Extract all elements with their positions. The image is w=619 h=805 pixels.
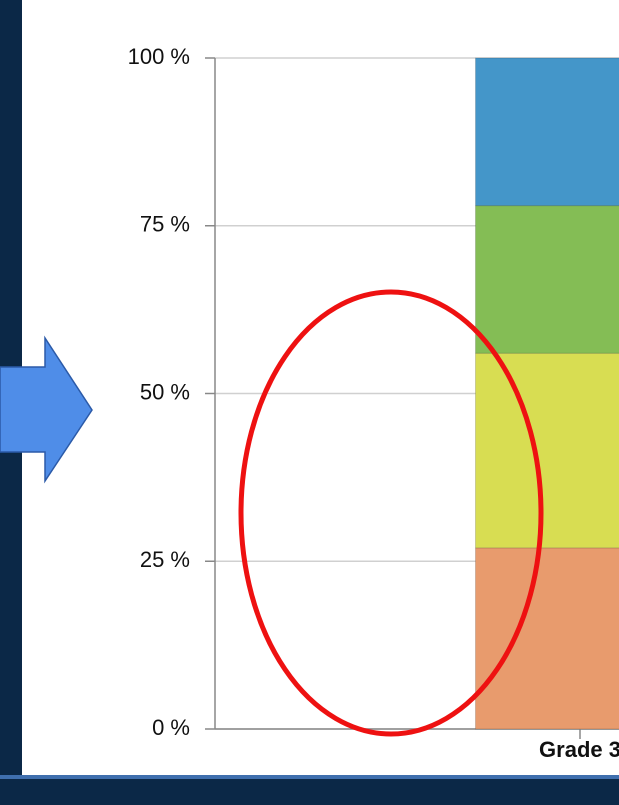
y-tick-label: 50 % <box>140 379 190 404</box>
y-tick-label: 75 % <box>140 212 190 237</box>
chart: 0 % 25 % 50 % 75 % 100 % Grade 3 <box>128 44 619 762</box>
y-tick-label: 0 % <box>152 715 190 740</box>
x-tick-label: Grade 3 <box>539 737 619 762</box>
highlight-ellipse <box>238 289 544 737</box>
y-tick-label: 100 % <box>128 44 190 69</box>
bar-segment <box>475 547 619 730</box>
y-tick-label: 25 % <box>140 547 190 572</box>
bar-segment <box>475 205 619 354</box>
bar-segment <box>475 352 619 549</box>
bottom-strip <box>0 775 619 779</box>
bar-segment <box>475 57 619 207</box>
arrow <box>0 335 93 484</box>
